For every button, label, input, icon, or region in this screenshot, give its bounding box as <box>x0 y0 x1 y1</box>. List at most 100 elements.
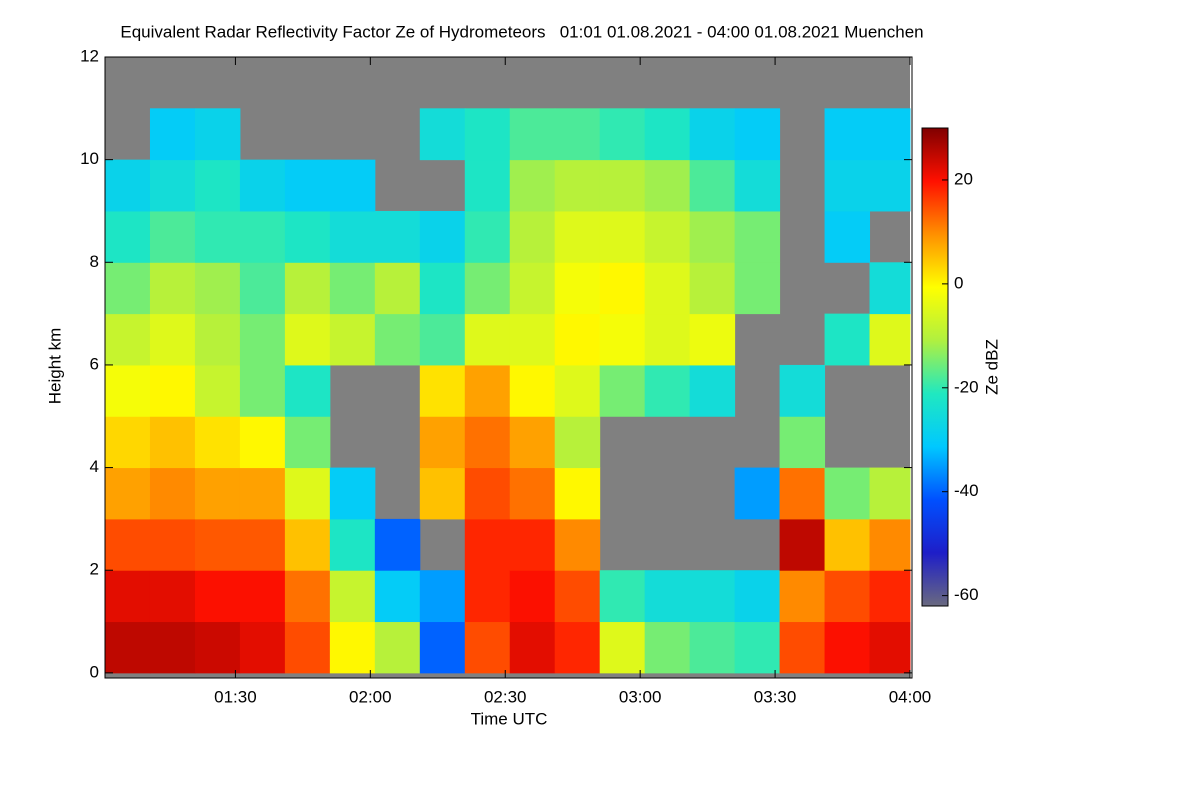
heatmap-cell <box>149 364 196 417</box>
heatmap-cell <box>329 570 376 623</box>
heatmap-cell <box>149 621 196 674</box>
heatmap-cell <box>194 108 241 161</box>
heatmap-cell <box>419 364 466 417</box>
heatmap-cell <box>374 210 421 263</box>
colorbar-tick-label: 20 <box>954 169 973 188</box>
y-tick-label: 4 <box>90 457 99 476</box>
heatmap-cell <box>194 364 241 417</box>
heatmap-cell <box>869 313 911 366</box>
heatmap-cell <box>644 621 691 674</box>
heatmap-cell <box>464 621 511 674</box>
heatmap-cell <box>554 210 601 263</box>
heatmap-cell <box>599 570 646 623</box>
heatmap-cell <box>644 159 691 212</box>
heatmap-cell <box>824 467 871 520</box>
heatmap-cell <box>239 159 286 212</box>
heatmap-cell <box>464 108 511 161</box>
heatmap-cell <box>644 364 691 417</box>
heatmap-cell <box>599 313 646 366</box>
x-tick-label: 02:30 <box>484 687 527 706</box>
heatmap-cell <box>554 262 601 315</box>
heatmap-cell <box>239 467 286 520</box>
heatmap-cell <box>689 313 736 366</box>
heatmap-cell <box>509 210 556 263</box>
y-tick-label: 2 <box>90 560 99 579</box>
heatmap-cell <box>509 108 556 161</box>
heatmap-cell <box>464 159 511 212</box>
heatmap-cell <box>779 467 826 520</box>
heatmap-cell <box>734 210 781 263</box>
heatmap-cell <box>105 416 151 469</box>
heatmap-cell <box>734 159 781 212</box>
heatmap-cell <box>149 416 196 469</box>
heatmap-cell <box>689 159 736 212</box>
heatmap-cell <box>599 159 646 212</box>
heatmap-cell <box>284 159 331 212</box>
heatmap-cell <box>644 570 691 623</box>
heatmap-cell <box>554 570 601 623</box>
heatmap-cell <box>824 518 871 571</box>
y-tick-label: 8 <box>90 252 99 271</box>
heatmap-cell <box>869 159 911 212</box>
heatmap-cell <box>284 313 331 366</box>
heatmap-cell <box>239 570 286 623</box>
heatmap-cell <box>239 416 286 469</box>
colorbar <box>921 127 949 607</box>
heatmap-cell <box>329 518 376 571</box>
chart-title: Equivalent Radar Reflectivity Factor Ze … <box>120 22 923 41</box>
heatmap-cell <box>509 518 556 571</box>
heatmap-cell <box>779 621 826 674</box>
heatmap-cell <box>554 364 601 417</box>
heatmap-cell <box>554 467 601 520</box>
heatmap-cell <box>824 210 871 263</box>
heatmap-cell <box>194 518 241 571</box>
heatmap-cell <box>105 467 151 520</box>
heatmap-cell <box>194 621 241 674</box>
heatmap-cell <box>194 313 241 366</box>
heatmap-cell <box>329 210 376 263</box>
heatmap-cell <box>329 621 376 674</box>
heatmap-cell <box>644 210 691 263</box>
heatmap-cell <box>509 262 556 315</box>
heatmap-cell <box>419 262 466 315</box>
heatmap-cell <box>554 621 601 674</box>
heatmap-cell <box>779 570 826 623</box>
heatmap-cell <box>284 467 331 520</box>
heatmap-cell <box>284 518 331 571</box>
heatmap-cell <box>779 364 826 417</box>
heatmap-cell <box>644 108 691 161</box>
heatmap-cell <box>599 108 646 161</box>
heatmap-cell <box>374 570 421 623</box>
heatmap-cell <box>554 159 601 212</box>
heatmap-cell <box>509 621 556 674</box>
heatmap-cell <box>869 467 911 520</box>
heatmap-cell <box>194 416 241 469</box>
heatmap-cell <box>464 313 511 366</box>
heatmap-cell <box>734 621 781 674</box>
heatmap-cell <box>644 262 691 315</box>
x-tick-label: 04:00 <box>889 687 932 706</box>
heatmap-cell <box>734 467 781 520</box>
heatmap-cell <box>194 467 241 520</box>
heatmap-cell <box>689 621 736 674</box>
heatmap-cell <box>464 210 511 263</box>
heatmap-cell <box>689 262 736 315</box>
heatmap-cell <box>194 262 241 315</box>
heatmap-cell <box>329 159 376 212</box>
heatmap-cell <box>689 570 736 623</box>
heatmap-cell <box>779 518 826 571</box>
heatmap-cell <box>105 210 151 263</box>
x-tick-label: 03:00 <box>619 687 662 706</box>
heatmap-cell <box>824 621 871 674</box>
heatmap-cell <box>419 210 466 263</box>
heatmap-cell <box>419 416 466 469</box>
heatmap-cell <box>824 570 871 623</box>
colorbar-tick-label: -20 <box>954 377 979 396</box>
heatmap-cell <box>644 313 691 366</box>
heatmap-cell <box>329 262 376 315</box>
heatmap-cell <box>554 416 601 469</box>
heatmap-cell <box>105 518 151 571</box>
heatmap-cell <box>105 313 151 366</box>
heatmap-cell <box>105 159 151 212</box>
